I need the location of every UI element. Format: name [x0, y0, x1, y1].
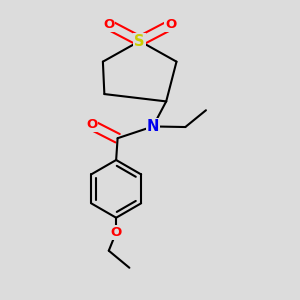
Text: O: O: [110, 226, 122, 239]
Text: O: O: [86, 118, 97, 131]
Text: O: O: [103, 18, 114, 32]
Text: O: O: [165, 18, 176, 32]
Text: N: N: [147, 119, 159, 134]
Text: S: S: [134, 34, 145, 49]
